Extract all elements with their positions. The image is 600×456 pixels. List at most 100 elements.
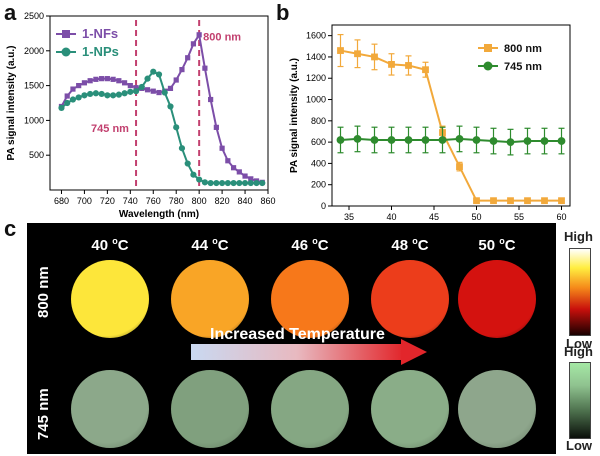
data-point-a-1 [167,103,174,110]
colorbar-745-low: Low [566,438,592,453]
data-point-b-1 [489,137,498,145]
degree-symbol: o [312,236,318,246]
dish-745-5 [458,370,536,448]
data-point-a-0 [219,145,225,151]
data-point-a-0 [179,66,185,73]
degree-symbol: o [212,236,218,246]
data-point-a-1 [230,179,237,187]
data-point-a-0 [202,65,208,71]
data-point-a-0 [127,83,133,89]
data-point-a-0 [156,89,162,96]
x-axis-label-a: Wavelength (nm) [119,209,199,220]
data-point-a-0 [185,55,191,61]
temp-label-5: 50 oC [457,236,537,254]
y-tick-label-b: 600 [311,137,326,147]
data-point-a-0 [76,83,82,89]
y-tick-label-b: 400 [311,158,326,168]
colorbar-800 [569,248,591,336]
plot-frame-a [49,15,269,191]
legend-label-b: 745 nm [504,61,542,73]
y-tick-label-b: 1000 [306,95,326,105]
data-point-a-0 [99,76,105,82]
dish-745-4 [371,370,449,448]
data-point-b-1 [353,135,362,143]
dish-800-5 [458,260,536,338]
legend-label-a: 1-NPs [82,44,119,59]
data-point-b-1 [438,136,447,144]
y-tick-label-b: 1600 [306,31,326,41]
x-tick-label-b: 45 [429,212,439,222]
panel-letter-a: a [4,0,17,25]
increase-arrow [191,339,427,365]
dish-800-3 [271,260,349,338]
x-tick-label-a: 820 [215,196,230,206]
data-point-a-1 [196,176,203,183]
data-point-b-0 [541,197,548,205]
data-point-b-0 [524,197,531,205]
data-point-a-0 [230,165,237,171]
data-point-a-0 [104,76,110,82]
data-point-a-1 [115,91,122,98]
x-tick-label-a: 800 [192,196,207,206]
x-tick-label-a: 720 [100,196,115,206]
data-point-a-1 [173,124,180,131]
data-point-b-0 [558,197,565,205]
colorbar-800-high: High [564,229,593,244]
temp-value: 44 [191,237,213,254]
y-tick-label-b: 800 [311,116,326,126]
data-point-a-1 [104,92,111,99]
data-point-a-1 [236,179,243,187]
data-point-a-0 [150,88,156,94]
data-point-a-1 [64,99,71,107]
dish-800-2 [171,260,249,338]
data-point-a-0 [110,76,116,82]
data-point-a-0 [225,158,231,164]
data-point-a-1 [121,90,128,97]
arrow-label: Increased Temperature [210,326,385,343]
panel-letter-c: c [4,216,17,241]
legend-marker-a [62,30,70,38]
legend-marker-b [483,61,493,71]
y-tick-label-b: 1400 [306,52,326,62]
legend-label-a: 1-NFs [82,26,118,41]
data-point-b-1 [370,136,379,144]
data-point-a-1 [155,71,163,78]
temp-label-1: 40 oC [70,236,150,254]
data-point-a-1 [110,92,117,99]
data-point-a-1 [224,179,231,187]
y-tick-label-a: 1000 [24,115,44,125]
data-point-a-1 [132,88,140,95]
data-point-b-1 [404,136,413,144]
arrow-gradient-body [191,344,403,360]
data-point-a-1 [178,145,186,152]
data-point-b-0 [456,163,463,171]
colorbar-800-low: Low [566,336,592,351]
temp-unit: C [217,237,229,254]
data-point-b-1 [506,138,515,147]
data-point-b-1 [523,137,532,145]
data-point-b-0 [490,197,497,205]
data-point-b-0 [473,197,480,205]
data-point-a-1 [253,179,260,187]
data-point-a-1 [161,89,168,96]
x-tick-label-a: 860 [260,196,275,206]
temp-value: 40 [91,237,113,254]
x-tick-label-b: 40 [386,212,396,222]
y-axis-label-b: PA signal intensity (a.u.) [289,58,300,173]
data-point-a-1 [219,179,226,187]
y-tick-label-b: 0 [321,201,326,211]
data-point-a-1 [144,75,151,82]
data-point-a-0 [236,169,242,175]
data-point-a-0 [87,78,93,84]
data-point-b-1 [387,136,396,144]
temp-label-4: 48 oC [370,236,450,254]
data-point-a-1 [87,90,94,98]
legend-marker-b [484,44,492,52]
data-point-a-1 [259,179,266,187]
data-point-b-1 [455,135,464,143]
annotation-label-800: 800 nm [203,31,241,43]
colorbar-745-high: High [564,344,593,359]
y-tick-label-a: 1500 [24,81,44,91]
x-tick-label-a: 840 [238,196,253,206]
data-point-a-0 [116,78,122,84]
